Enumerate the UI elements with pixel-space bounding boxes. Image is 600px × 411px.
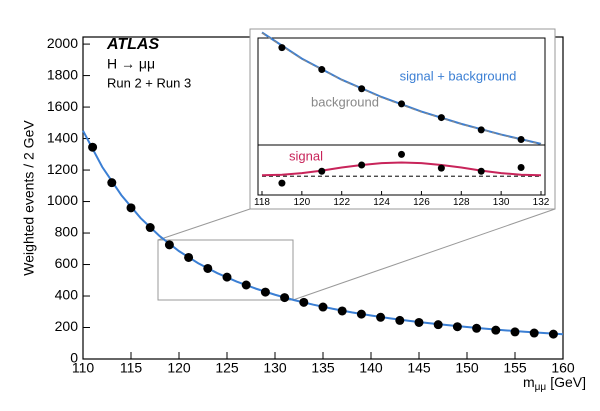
x-tick-label: 160 <box>551 359 575 375</box>
y-axis-label: Weighted events / 2 GeV <box>21 120 37 276</box>
data-point <box>395 315 405 325</box>
x-label-unit: [GeV] <box>550 374 586 390</box>
x-tick-label: 122 <box>333 197 350 208</box>
data-point <box>358 85 366 93</box>
data-point <box>145 223 155 233</box>
inset-bottom-frame <box>257 144 546 196</box>
data-point <box>318 302 328 312</box>
data-point <box>358 161 366 169</box>
fit-curve <box>261 161 542 177</box>
x-tick-label: 132 <box>533 197 550 208</box>
data-point <box>164 240 174 250</box>
data-point <box>437 164 445 172</box>
y-tick-label: 200 <box>55 318 79 334</box>
data-point <box>477 126 485 134</box>
x-tick-label: 118 <box>254 197 270 208</box>
x-tick-label: 110 <box>72 359 95 375</box>
y-tick-label: 800 <box>55 224 79 240</box>
data-point <box>107 178 117 188</box>
legend-background: background <box>311 94 379 109</box>
zoom-box <box>157 239 294 301</box>
y-tick-label: 400 <box>55 287 79 303</box>
x-tick-label: 155 <box>503 359 527 375</box>
data-point <box>222 272 232 282</box>
data-point <box>548 329 558 339</box>
y-tick-label: 1200 <box>47 161 78 177</box>
data-point <box>398 150 405 158</box>
data-point <box>517 164 525 171</box>
data-point <box>126 203 136 213</box>
x-tick-label: 150 <box>455 359 479 375</box>
x-tick-label: 120 <box>294 197 311 208</box>
y-tick-label: 0 <box>70 350 78 366</box>
data-point <box>414 317 424 327</box>
data-point <box>491 325 501 335</box>
x-tick-label: 140 <box>359 359 383 375</box>
data-point <box>452 322 462 332</box>
x-tick-label: 130 <box>263 359 287 375</box>
x-tick-label: 130 <box>493 197 510 208</box>
x-label-main: m <box>523 374 535 390</box>
y-tick-label: 2000 <box>47 35 78 51</box>
legend-signal-background: signal + background <box>400 68 517 83</box>
x-tick-label: 125 <box>215 359 239 375</box>
data-point <box>203 263 213 273</box>
y-tick-label: 1600 <box>47 98 78 114</box>
data-point <box>433 320 443 330</box>
inset-panel <box>249 28 556 210</box>
x-tick-label: 135 <box>311 359 335 375</box>
data-point <box>398 100 405 108</box>
data-point <box>529 328 539 338</box>
process-label: H → μμ <box>107 56 155 72</box>
y-tick-label: 1000 <box>47 192 78 208</box>
x-axis-label: mμμ [GeV] <box>523 374 586 393</box>
zoom-line <box>292 208 556 301</box>
data-point <box>318 66 326 74</box>
data-point <box>517 136 525 144</box>
x-tick-label: 128 <box>453 197 470 208</box>
x-tick-label: 126 <box>413 197 430 208</box>
x-tick-label: 124 <box>373 197 390 208</box>
data-point <box>437 114 445 122</box>
data-point <box>337 306 347 316</box>
x-tick-label: 115 <box>120 359 143 375</box>
data-point <box>510 327 520 337</box>
data-point <box>260 287 270 297</box>
y-tick-label: 1800 <box>47 66 78 82</box>
data-point <box>241 280 251 290</box>
dataset-label: Run 2 + Run 3 <box>107 75 191 90</box>
zoom-line <box>157 208 251 241</box>
data-point <box>477 167 485 175</box>
data-point <box>184 252 194 262</box>
x-tick-label: 145 <box>407 359 431 375</box>
x-label-sub: μμ <box>535 382 547 393</box>
y-tick-label: 600 <box>55 255 79 271</box>
data-point <box>280 293 290 303</box>
experiment-label: ATLAS <box>106 36 159 53</box>
x-tick-label: 120 <box>167 359 191 375</box>
y-tick-label: 1400 <box>47 129 78 145</box>
data-point <box>88 142 98 152</box>
data-point <box>376 312 386 322</box>
data-point <box>278 179 286 187</box>
data-point <box>356 309 366 319</box>
data-point <box>318 167 326 175</box>
data-point <box>472 323 482 333</box>
legend-signal: signal <box>289 148 323 163</box>
data-point <box>299 297 309 307</box>
data-point <box>278 44 286 52</box>
